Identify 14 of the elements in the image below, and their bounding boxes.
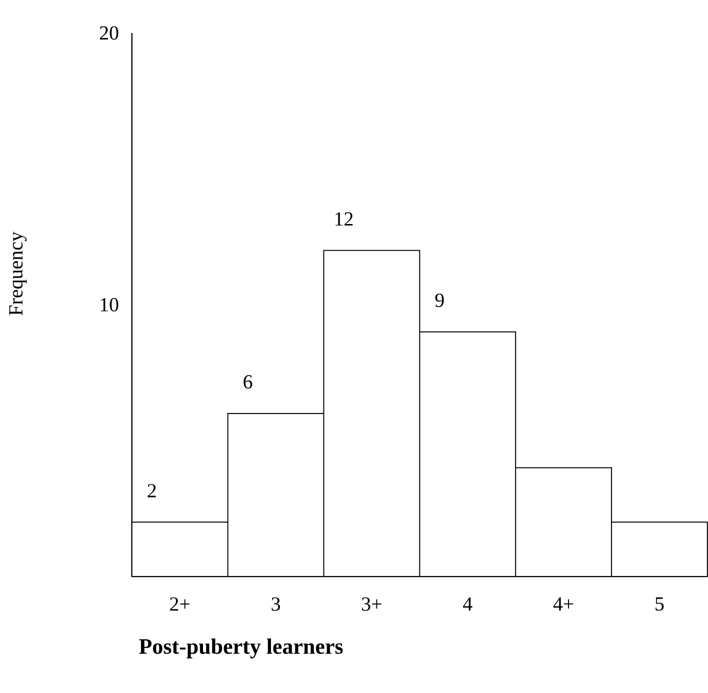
x-axis-title: Post-puberty learners xyxy=(139,638,343,658)
data-label: 9 xyxy=(435,293,444,307)
y-tick-label: 20 xyxy=(100,26,118,40)
data-label: 2 xyxy=(148,484,156,498)
y-tick-label: 10 xyxy=(100,298,118,312)
x-tick-label: 5 xyxy=(656,597,664,610)
data-label: 6 xyxy=(244,374,252,388)
y-axis-title: Frequency xyxy=(9,231,27,316)
x-tick-label: 3+ xyxy=(362,597,382,611)
x-tick-label: 2+ xyxy=(170,597,190,610)
x-tick-label: 3 xyxy=(272,597,280,611)
x-tick-label: 4+ xyxy=(553,597,574,610)
x-tick-label: 4 xyxy=(463,597,472,610)
data-label: 12 xyxy=(335,212,353,226)
